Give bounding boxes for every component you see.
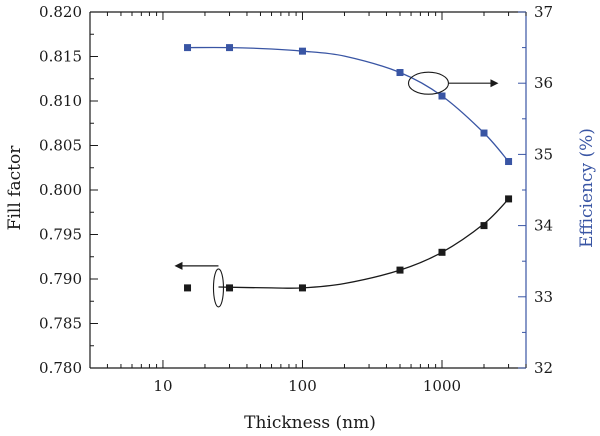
fill-factor-point — [226, 284, 234, 292]
left-tick-label: 0.810 — [39, 92, 82, 110]
right-tick-label: 37 — [534, 3, 553, 21]
efficiency-point — [438, 92, 446, 100]
left-tick-label: 0.780 — [39, 359, 82, 377]
right-tick-label: 36 — [534, 74, 553, 92]
left-tick-label: 0.800 — [39, 181, 82, 199]
x-axis-ticks: 10 100 1000 — [89, 12, 527, 395]
x-tick-label: 10 — [153, 377, 172, 395]
fill-factor-point — [396, 266, 404, 274]
left-axis-ticks: 0.780 0.785 0.790 0.795 0.800 0.805 0.810 0.815… — [39, 3, 98, 377]
right-tick-label: 35 — [534, 145, 553, 163]
efficiency-point — [226, 44, 234, 52]
efficiency-point — [480, 129, 488, 137]
fill-factor-point — [505, 195, 513, 203]
left-tick-label: 0.820 — [39, 3, 82, 21]
fill-factor-point — [184, 284, 192, 292]
efficiency-point — [184, 44, 192, 52]
x-tick-label: 1000 — [423, 377, 461, 395]
right-axis-title: Efficiency (%) — [577, 128, 597, 248]
left-arrow-head — [174, 261, 183, 270]
right-axis-ticks: 32 33 34 35 36 37 — [518, 3, 553, 377]
right-tick-label: 34 — [534, 217, 553, 235]
plot-frame — [89, 11, 527, 369]
fill-factor-ellipse-marker — [212, 268, 225, 308]
x-tick-label: 100 — [288, 377, 317, 395]
left-axis-title: Fill factor — [5, 145, 25, 231]
efficiency-point — [298, 47, 306, 55]
right-tick-label: 33 — [534, 288, 553, 306]
fill-factor-point — [480, 222, 488, 230]
left-tick-label: 0.790 — [39, 270, 82, 288]
left-tick-label: 0.805 — [39, 137, 82, 155]
annotation-layer — [174, 71, 499, 308]
efficiency-ellipse-marker — [407, 71, 450, 95]
right-tick-label: 32 — [534, 359, 553, 377]
fill-factor-point — [438, 248, 446, 256]
right-arrow-head — [490, 79, 499, 88]
left-tick-label: 0.795 — [39, 226, 82, 244]
efficiency-fit-line — [187, 46, 510, 162]
x-axis-title: Thickness (nm) — [244, 413, 376, 433]
left-tick-label: 0.815 — [39, 48, 82, 66]
fill-factor-fit-line — [218, 198, 510, 289]
fill-factor-point — [298, 284, 306, 292]
series-layer — [184, 44, 513, 292]
efficiency-point — [505, 158, 513, 166]
efficiency-point — [396, 69, 404, 77]
left-tick-label: 0.785 — [39, 315, 82, 333]
